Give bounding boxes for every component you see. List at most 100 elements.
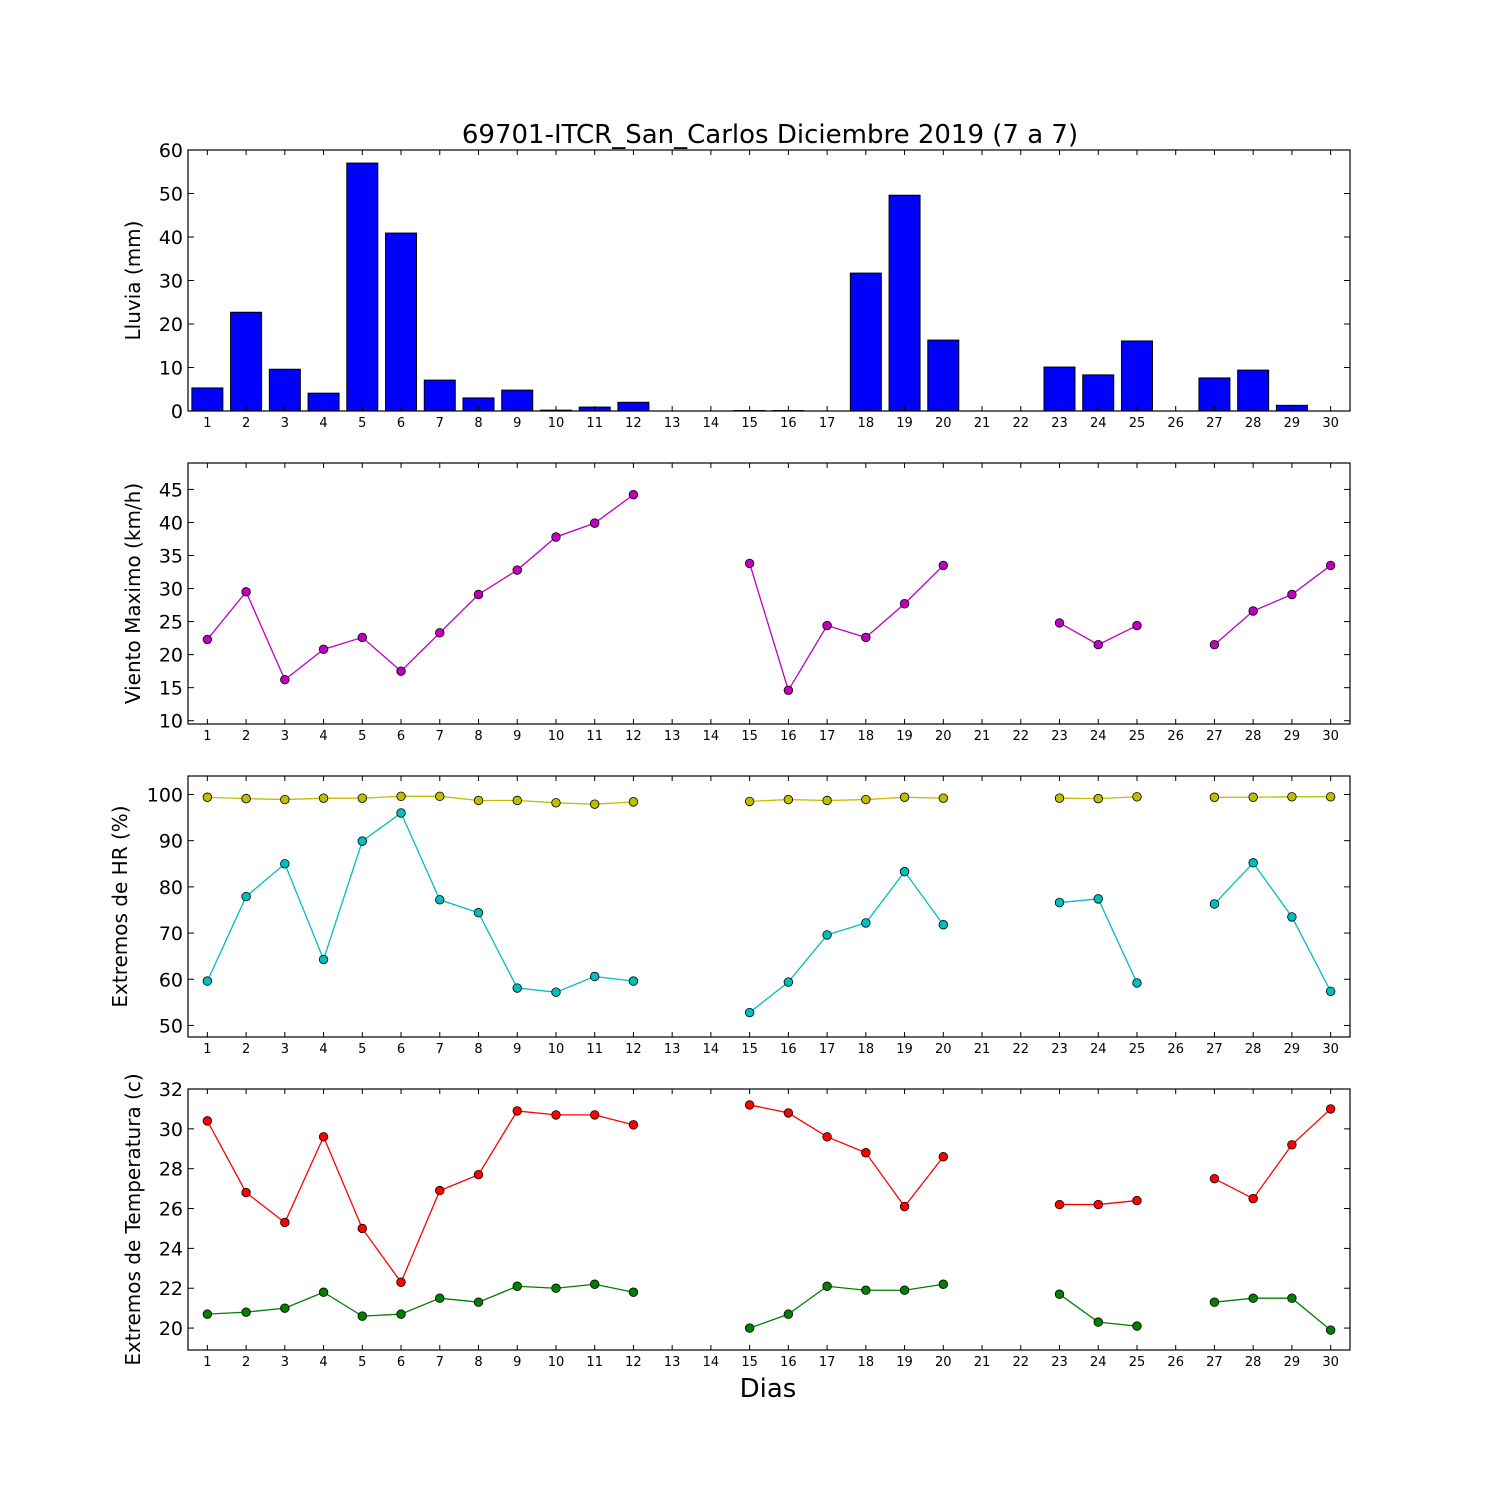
data-point <box>899 1201 910 1212</box>
data-point <box>396 1277 406 1287</box>
y-tick-label: 20 <box>159 314 183 336</box>
data-point <box>1209 640 1220 650</box>
y-axis-label: Lluvia (mm) <box>121 221 145 341</box>
data-point <box>1248 606 1258 616</box>
x-axis-label: Dias <box>740 1374 797 1404</box>
y-tick-label: 10 <box>159 358 183 380</box>
y-axis-label: Extremos de HR (%) <box>108 805 132 1007</box>
x-tick-label: 12 <box>625 729 642 744</box>
x-tick-label: 21 <box>974 729 991 744</box>
x-tick-label: 15 <box>741 729 758 744</box>
x-tick-label: 20 <box>935 416 952 431</box>
data-point <box>1287 589 1297 600</box>
data-point <box>1209 792 1220 802</box>
y-tick-label: 60 <box>159 969 183 991</box>
data-point <box>783 685 794 696</box>
data-point <box>1054 618 1065 628</box>
data-point <box>938 920 949 930</box>
x-tick-label: 23 <box>1051 416 1068 431</box>
data-point <box>551 798 561 808</box>
data-point <box>628 1287 639 1297</box>
x-tick-label: 1 <box>203 729 211 744</box>
data-point <box>473 795 484 806</box>
x-tick-label: 24 <box>1090 1042 1107 1057</box>
bar <box>268 368 301 412</box>
x-tick-label: 21 <box>974 416 991 431</box>
y-tick-label: 45 <box>159 479 183 501</box>
series-line-1 <box>1214 1108 1332 1200</box>
data-point <box>861 794 871 805</box>
data-point <box>1325 560 1336 571</box>
series-line-1 <box>206 1110 634 1284</box>
data-point <box>899 1285 910 1295</box>
x-tick-label: 25 <box>1129 416 1146 431</box>
bar <box>849 272 882 412</box>
data-point <box>551 987 561 997</box>
x-tick-label: 8 <box>474 1355 482 1370</box>
x-tick-label: 15 <box>741 1355 758 1370</box>
data-point <box>241 793 251 804</box>
data-point <box>822 795 832 806</box>
x-tick-label: 8 <box>474 416 482 431</box>
data-point <box>202 976 213 986</box>
x-tick-label: 28 <box>1245 1355 1262 1370</box>
x-tick-label: 12 <box>625 416 642 431</box>
data-point <box>280 794 290 805</box>
y-tick-label: 60 <box>159 140 183 162</box>
data-point <box>318 644 329 655</box>
data-point <box>1054 793 1065 803</box>
x-tick-label: 22 <box>1012 1355 1029 1370</box>
data-point <box>783 1309 794 1319</box>
x-tick-label: 25 <box>1129 1355 1146 1370</box>
data-point <box>822 1281 832 1291</box>
data-point <box>861 1285 871 1295</box>
data-point <box>435 791 445 802</box>
x-tick-label: 8 <box>474 1042 482 1057</box>
data-point <box>512 1281 522 1291</box>
x-tick-label: 3 <box>281 729 289 744</box>
y-tick-label: 30 <box>159 579 183 601</box>
x-tick-label: 7 <box>436 1355 444 1370</box>
data-point <box>783 977 794 987</box>
x-tick-label: 18 <box>858 729 875 744</box>
data-point <box>473 589 484 600</box>
data-point <box>202 1116 213 1126</box>
data-point <box>1132 792 1142 802</box>
x-tick-label: 18 <box>858 1355 875 1370</box>
data-point <box>396 1309 406 1319</box>
data-point <box>938 1279 949 1289</box>
y-tick-label: 15 <box>159 678 183 700</box>
x-tick-label: 20 <box>935 1355 952 1370</box>
x-tick-label: 10 <box>548 1042 565 1057</box>
data-point <box>1248 858 1258 868</box>
data-point <box>628 797 639 807</box>
data-point <box>241 1187 251 1198</box>
data-point <box>822 620 832 631</box>
data-point <box>899 792 910 802</box>
data-point <box>938 560 949 571</box>
data-point <box>590 971 600 982</box>
axes-frame <box>187 1088 1351 1351</box>
x-tick-label: 2 <box>242 1042 250 1057</box>
x-tick-label: 4 <box>319 416 327 431</box>
data-point <box>899 866 910 877</box>
x-tick-label: 13 <box>664 729 681 744</box>
data-point <box>1209 1297 1220 1307</box>
plot-area <box>188 1089 1350 1350</box>
x-tick-label: 20 <box>935 1042 952 1057</box>
data-point <box>280 1217 290 1228</box>
data-point <box>280 859 290 869</box>
data-point <box>590 1279 600 1289</box>
y-tick-label: 24 <box>159 1238 183 1260</box>
x-tick-label: 27 <box>1206 729 1223 744</box>
series-line-1 <box>1214 564 1332 646</box>
data-point <box>241 891 251 902</box>
data-point <box>1054 1289 1065 1299</box>
data-point <box>590 1110 600 1120</box>
x-tick-label: 26 <box>1167 1042 1184 1057</box>
y-tick-label: 0 <box>171 401 183 423</box>
y-tick-label: 30 <box>159 1119 183 1141</box>
x-tick-label: 16 <box>780 729 797 744</box>
